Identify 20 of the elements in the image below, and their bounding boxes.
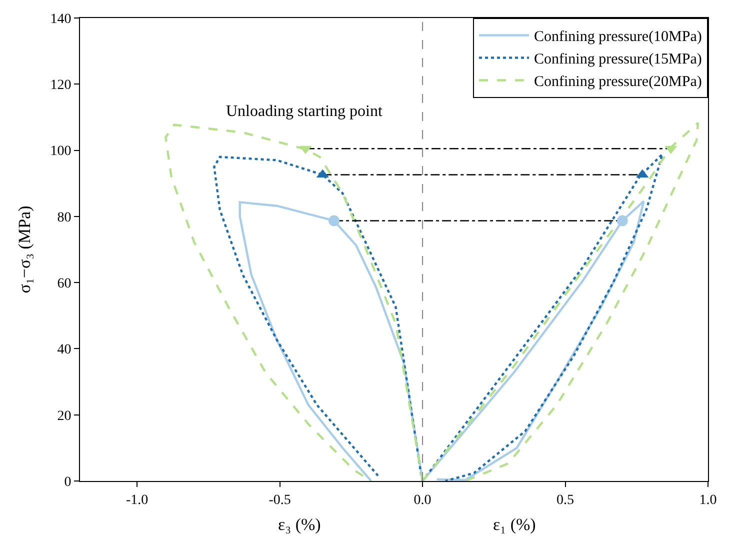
x-tick-label: -1.0 bbox=[126, 492, 148, 508]
y-tick-label: 120 bbox=[50, 78, 72, 94]
x-tick-label: 0.0 bbox=[414, 492, 432, 508]
text: ε₃ (%) bbox=[278, 515, 321, 534]
y-tick-label: 20 bbox=[57, 408, 72, 424]
legend-label: Confining pressure(10MPa) bbox=[534, 29, 702, 46]
text: ε₁ (%) bbox=[493, 515, 536, 534]
y-tick-label: 100 bbox=[50, 144, 72, 160]
x-tick-label: 0.5 bbox=[556, 492, 574, 508]
y-tick-label: 80 bbox=[57, 210, 72, 226]
x-tick-label: 1.0 bbox=[699, 492, 717, 508]
y-tick-label: 60 bbox=[57, 276, 72, 292]
x-tick-label: -0.5 bbox=[268, 492, 291, 508]
y-tick-label: 140 bbox=[50, 12, 72, 27]
annotation: Unloading starting point bbox=[226, 103, 383, 120]
y-tick-label: 0 bbox=[64, 474, 72, 490]
legend-label: Confining pressure(20MPa) bbox=[534, 74, 702, 90]
legend-label: Confining pressure(15MPa) bbox=[534, 52, 702, 68]
y-axis-title: σ₁−σ₃ (MPa) bbox=[14, 206, 34, 294]
y-tick-label: 40 bbox=[57, 342, 72, 358]
